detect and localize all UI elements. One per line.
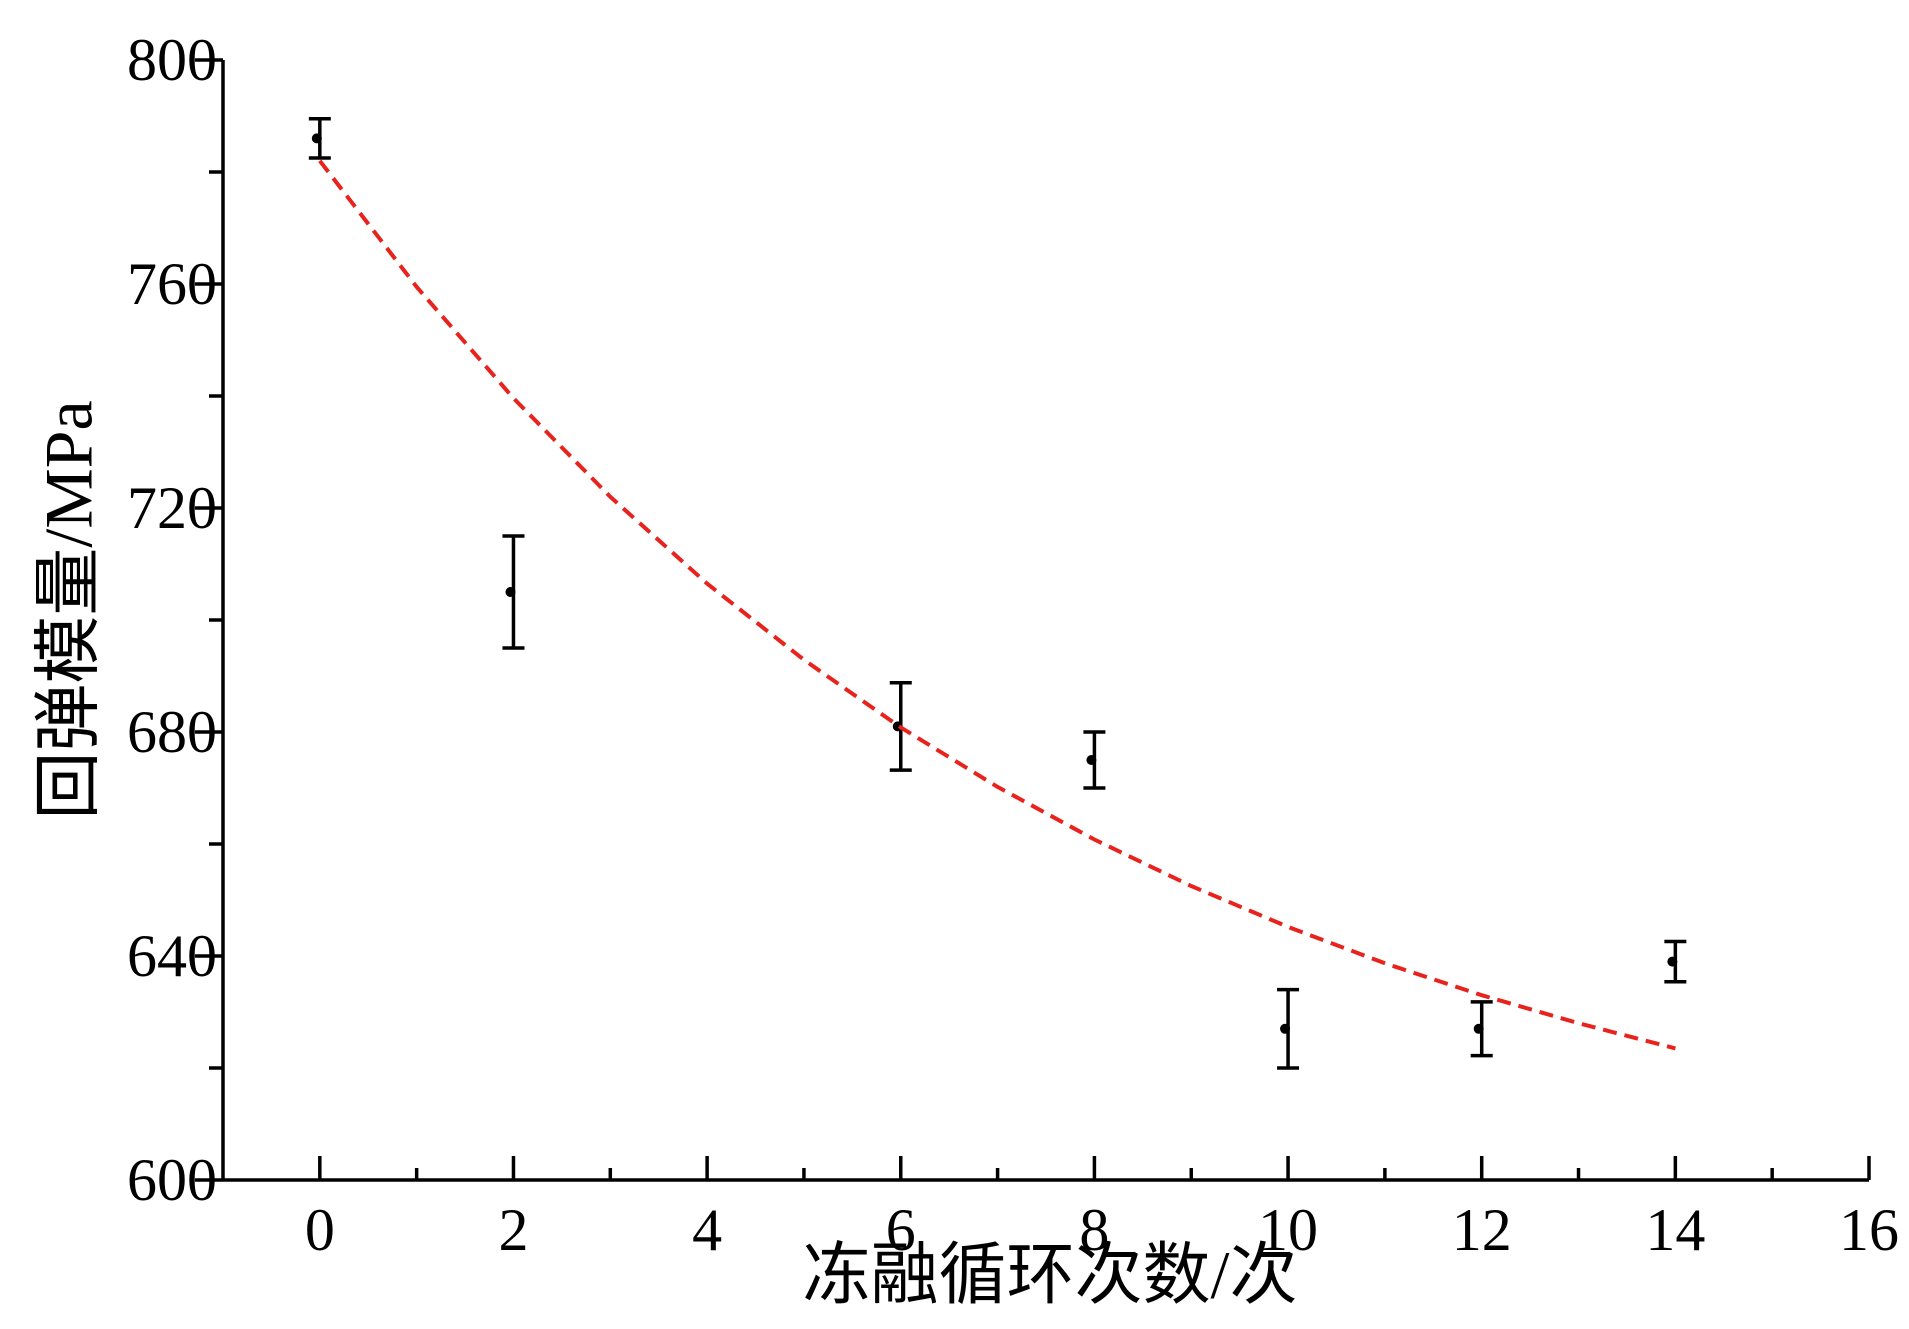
data-point: [1086, 755, 1097, 765]
y-tick-label: 800: [127, 27, 217, 93]
data-point: [311, 133, 322, 144]
x-tick-label: 16: [1839, 1197, 1899, 1263]
x-tick-label: 14: [1645, 1197, 1705, 1263]
x-tick-label: 8: [1079, 1197, 1109, 1263]
data-point: [1473, 1023, 1484, 1034]
data-point: [505, 587, 516, 597]
fit-curve: [318, 159, 1676, 1051]
x-tick-label: 0: [305, 1197, 335, 1263]
y-tick-label: 680: [127, 699, 217, 765]
y-tick-label: 640: [127, 923, 217, 989]
x-tick-label: 12: [1452, 1197, 1512, 1263]
x-tick-label: 4: [692, 1197, 722, 1263]
data-point: [1667, 956, 1678, 967]
x-axis-title: 冻融循环次数/次: [803, 1237, 1298, 1313]
x-tick-label: 6: [886, 1197, 916, 1263]
data-point: [1280, 1023, 1291, 1034]
x-tick-label: 2: [498, 1197, 528, 1263]
y-tick-label: 720: [127, 475, 217, 541]
x-tick-label: 10: [1258, 1197, 1318, 1263]
y-tick-label: 760: [127, 251, 217, 317]
y-tick-label: 600: [127, 1147, 217, 1213]
y-axis-title: 回弹模量/MPa: [31, 400, 107, 819]
